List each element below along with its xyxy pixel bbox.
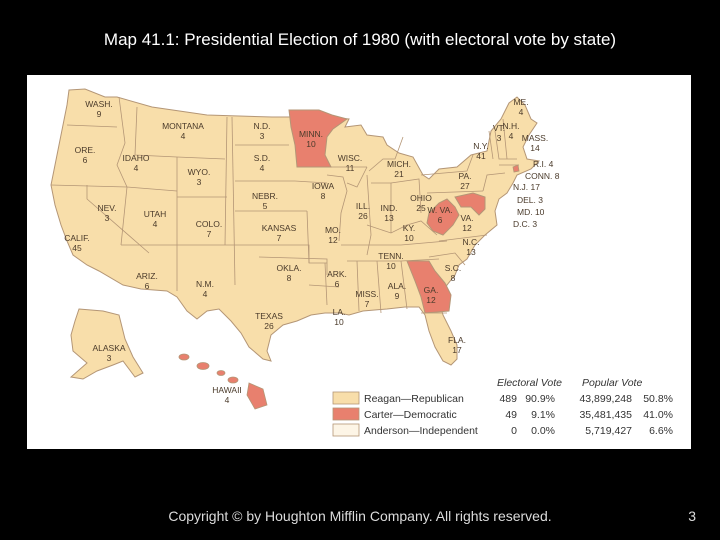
state-label-nev: NEV. 3 [97, 203, 116, 223]
state-label-ga: GA. 12 [424, 285, 439, 305]
legend-pop-anderson: 5,719,427 [585, 425, 632, 437]
state-label-nebr: NEBR. 5 [252, 191, 278, 211]
state-label-okla: OKLA. 8 [276, 263, 301, 283]
state-label-ind: IND. 13 [381, 203, 398, 223]
state-label-montana: MONTANA 4 [162, 121, 204, 141]
state-label-s-c: S.C. 8 [445, 263, 462, 283]
legend-ev-pct-carter: 9.1% [531, 409, 555, 421]
state-label-hawaii: HAWAII 4 [212, 385, 242, 405]
state-label-mo: MO. 12 [325, 225, 341, 245]
state-label-ill: ILL. 26 [356, 201, 370, 221]
state-label-n-d: N.D. 3 [254, 121, 271, 141]
state-label-ohio: OHIO 25 [410, 193, 432, 213]
state-labels: WASH. 9 ORE. 6 CALIF. 45 IDAHO 4 NEV. 3 UTAH 4 ARIZ.… [64, 97, 560, 405]
state-label-calif: CALIF. 45 [64, 233, 90, 253]
state-label-la: LA. 10 [333, 307, 346, 327]
legend-ev-pct-reagan: 90.9% [525, 393, 555, 405]
state-label-ky: KY. 10 [403, 223, 416, 243]
state-label-wisc: WISC. 11 [338, 153, 363, 173]
legend-ev-pct-anderson: 0.0% [531, 425, 555, 437]
legend-header-popular: Popular Vote [582, 377, 642, 389]
legend-pop-pct-reagan: 50.8% [643, 393, 673, 405]
state-label-mich: MICH. 21 [387, 159, 411, 179]
state-label-wash: WASH. 9 [85, 99, 113, 119]
state-label-pa: PA. 27 [458, 171, 471, 191]
state-label-n-h: N.H. 4 [503, 121, 520, 141]
state-label-r-i: R.I. 4 [533, 159, 554, 169]
state-label-del: DEL. 3 [517, 195, 543, 205]
state-md [454, 192, 486, 216]
state-borders [50, 96, 519, 314]
state-label-idaho: IDAHO 4 [123, 153, 150, 173]
state-label-texas: TEXAS 26 [255, 311, 283, 331]
legend-header-electoral: Electoral Vote [497, 377, 562, 389]
legend-ev-carter: 49 [505, 409, 517, 421]
state-label-ore: ORE. 6 [75, 145, 96, 165]
state-label-n-c: N.C. 13 [463, 237, 480, 257]
state-label-vt: VT. 3 [493, 123, 505, 143]
state-label-wyo: WYO. 3 [188, 167, 211, 187]
state-ga [406, 260, 452, 314]
legend-pop-carter: 35,481,435 [579, 409, 632, 421]
legend-swatch-anderson [332, 423, 360, 437]
state-label-ark: ARK. 6 [327, 269, 347, 289]
state-label-mass: MASS. 14 [522, 133, 548, 153]
state-label-n-m: N.M. 4 [196, 279, 214, 299]
state-label-utah: UTAH 4 [144, 209, 167, 229]
state-label-fla: FLA. 17 [448, 335, 466, 355]
state-label-minn: MINN. 10 [299, 129, 323, 149]
state-label-ariz: ARIZ. 6 [136, 271, 158, 291]
copyright-footer: Copyright © by Houghton Mifflin Company.… [168, 508, 552, 524]
state-alaska [69, 308, 144, 380]
state-wva [426, 198, 460, 236]
legend-swatch-carter [332, 407, 360, 421]
legend-ev-anderson: 0 [511, 425, 517, 437]
state-label-tenn: TENN. 10 [378, 251, 404, 271]
election-map: WASH. 9 ORE. 6 CALIF. 45 IDAHO 4 NEV. 3 UTAH 4 ARIZ.… [27, 75, 691, 449]
state-ri [512, 164, 520, 173]
state-label-miss: MISS. 7 [355, 289, 378, 309]
state-label-me: ME. 4 [513, 97, 528, 117]
state-label-va: VA. 12 [460, 213, 473, 233]
legend-swatch-reagan [332, 391, 360, 405]
legend-ev-reagan: 489 [499, 393, 517, 405]
state-minn [288, 109, 349, 168]
legend-label-carter: Carter—Democratic [364, 409, 457, 421]
legend-pop-pct-anderson: 6.6% [649, 425, 673, 437]
state-label-n-y: N.Y. 41 [473, 141, 488, 161]
legend-label-anderson: Anderson—Independent [364, 425, 478, 437]
page-number: 3 [688, 508, 696, 524]
state-label-alaska: ALASKA 3 [92, 343, 125, 363]
state-label-md: MD. 10 [517, 207, 545, 217]
state-hawaii [178, 353, 268, 410]
state-label-w-va: W. VA. 6 [427, 205, 452, 225]
state-label-colo: COLO. 7 [196, 219, 222, 239]
legend-pop-reagan: 43,899,248 [579, 393, 632, 405]
state-label-s-d: S.D. 4 [254, 153, 271, 173]
state-label-iowa: IOWA 8 [312, 181, 335, 201]
legend: Electoral Vote Popular Vote Reagan—Republi… [332, 377, 673, 437]
legend-pop-pct-carter: 41.0% [643, 409, 673, 421]
state-label-n-j: N.J. 17 [513, 182, 540, 192]
legend-label-reagan: Reagan—Republican [364, 393, 464, 405]
state-label-kansas: KANSAS 7 [262, 223, 297, 243]
state-label-ala: ALA. 9 [388, 281, 406, 301]
state-label-d-c: D.C. 3 [513, 219, 537, 229]
slide-title: Map 41.1: Presidential Election of 1980 … [103, 30, 617, 49]
map-svg: WASH. 9 ORE. 6 CALIF. 45 IDAHO 4 NEV. 3 UTAH 4 ARIZ.… [50, 88, 673, 437]
state-label-conn: CONN. 8 [525, 171, 560, 181]
